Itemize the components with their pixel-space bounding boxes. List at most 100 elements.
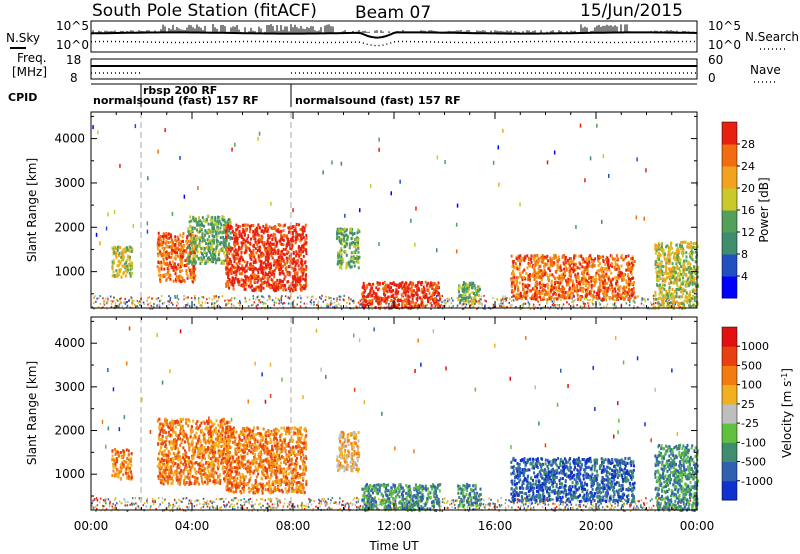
nsearch-label: N.Search [745, 30, 799, 44]
echo-cell [462, 303, 464, 306]
echo-cell [517, 285, 520, 289]
echo-cell [167, 264, 170, 268]
echo-cell [690, 246, 693, 250]
echo-cell [654, 290, 657, 294]
echo-cell [337, 231, 340, 235]
echo-cell [310, 299, 313, 302]
echo-cell [260, 266, 263, 270]
echo-cell [602, 292, 605, 296]
echo-cell [368, 299, 371, 303]
echo-cell [599, 278, 602, 282]
echo-cell [679, 269, 682, 273]
echo-cell [187, 245, 189, 249]
echo-cell [295, 231, 298, 234]
echo-cell [262, 286, 265, 290]
echo-cell [674, 301, 677, 304]
echo-cell [582, 257, 585, 261]
echo-cell [433, 288, 435, 292]
echo-cell [106, 302, 108, 305]
echo-cell [473, 305, 475, 308]
echo-cell [353, 264, 356, 268]
echo-cell [300, 269, 303, 273]
echo-cell [116, 272, 119, 275]
echo-cell [214, 249, 217, 253]
echo-cell [243, 233, 246, 237]
echo-cell [510, 300, 513, 303]
echo-cell [519, 274, 522, 278]
echo-cell [227, 276, 230, 280]
echo-cell [240, 241, 243, 245]
echo-cell [258, 299, 261, 302]
echo-cell [539, 291, 542, 295]
echo-cell [244, 274, 247, 278]
echo-cell [581, 288, 584, 291]
echo-cell [505, 299, 508, 301]
echo-cell [302, 243, 305, 247]
echo-cell [696, 275, 699, 279]
echo-cell [572, 294, 575, 298]
noise-search-line [91, 40, 698, 47]
echo-cell [478, 301, 481, 305]
echo-cell [688, 304, 691, 308]
echo-cell [174, 257, 177, 261]
echo-cell [456, 297, 459, 300]
echo-cell [468, 281, 471, 285]
echo-cell [192, 259, 195, 263]
echo-cell [635, 295, 637, 298]
echo-cell [182, 254, 185, 257]
echo-cell [231, 236, 234, 240]
echo-cell [201, 239, 204, 243]
echo-cell [227, 260, 229, 264]
echo-cell [231, 276, 234, 280]
echo-cell [595, 272, 598, 275]
echo-cell [411, 297, 414, 301]
echo-cell [227, 223, 230, 227]
echo-cell [313, 303, 315, 306]
echo-cell [537, 257, 540, 261]
echo-cell [203, 256, 205, 260]
echo-cell [476, 289, 479, 293]
echo-cell [342, 298, 345, 301]
echo-cell [163, 259, 165, 263]
echo-cell [457, 287, 460, 291]
echo-cell [370, 294, 373, 298]
echo-cell [110, 299, 113, 302]
echo-cell [563, 272, 565, 276]
echo-cell [241, 308, 243, 310]
echo-cell [151, 307, 153, 310]
echo-cell [549, 258, 552, 262]
echo-cell [644, 298, 646, 301]
echo-cell [156, 304, 158, 307]
echo-cell [518, 256, 521, 260]
echo-cell [240, 234, 242, 238]
echo-cell [600, 274, 603, 278]
echo-cell [228, 286, 231, 290]
echo-cell [498, 182, 500, 187]
echo-cell [458, 290, 460, 294]
echo-cell [503, 305, 505, 308]
echo-cell [596, 123, 598, 128]
echo-cell [620, 297, 623, 301]
echo-cell [620, 264, 623, 268]
echo-cell [187, 262, 190, 265]
echo-cell [248, 298, 251, 301]
echo-cell [351, 231, 354, 235]
echo-cell [667, 298, 669, 301]
echo-cell [662, 265, 665, 269]
echo-cell [435, 286, 437, 290]
echo-cell [362, 286, 365, 290]
echo-cell [575, 287, 577, 291]
echo-cell [119, 246, 121, 250]
echo-cell [188, 230, 191, 233]
echo-cell [214, 221, 217, 225]
echo-cell [192, 272, 195, 276]
echo-cell [605, 272, 608, 276]
echo-cell [598, 290, 601, 294]
echo-cell [205, 242, 208, 246]
echo-cell [394, 304, 397, 308]
echo-cell [537, 296, 539, 299]
echo-cell [340, 161, 343, 166]
echo-cell [633, 260, 636, 263]
echo-cell [648, 308, 651, 310]
echo-cell [448, 299, 450, 302]
